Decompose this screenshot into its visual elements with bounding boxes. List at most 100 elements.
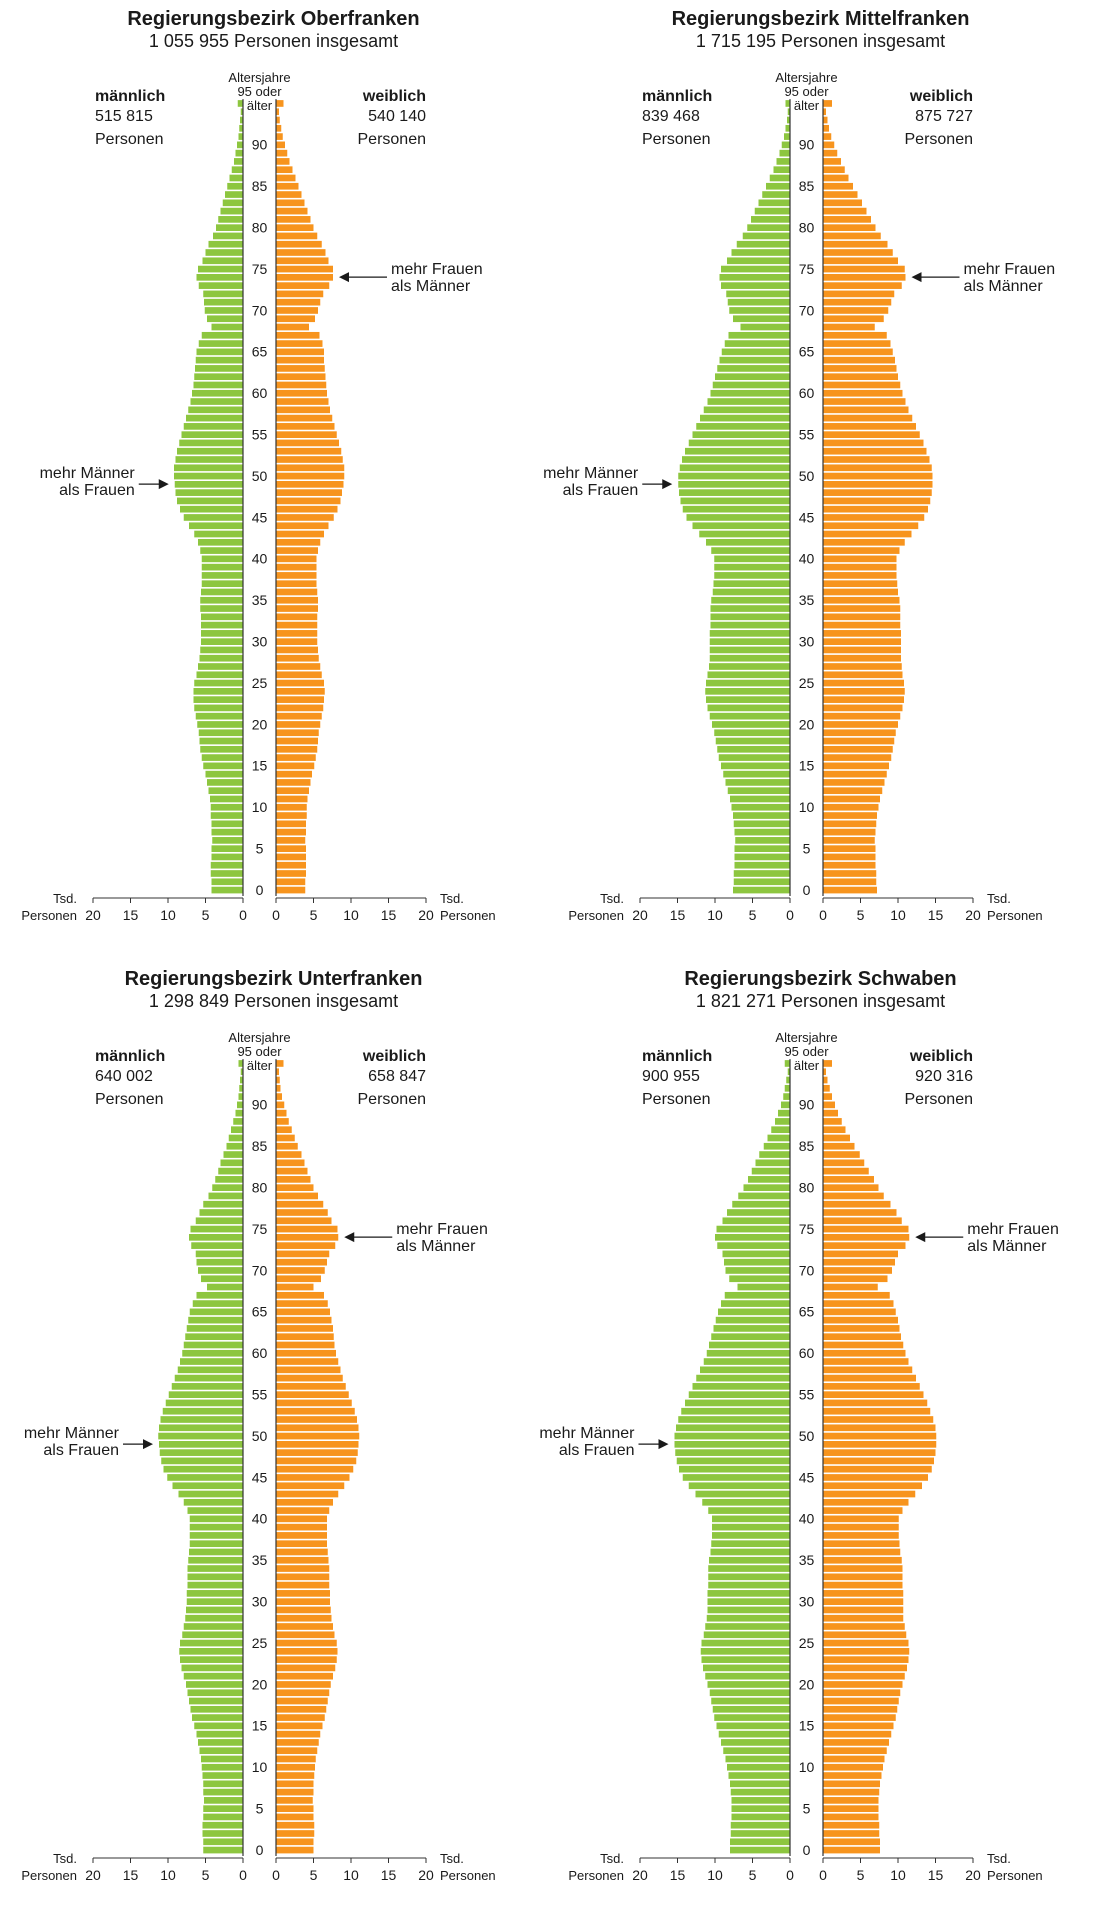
age-tick-label: 75 (252, 1221, 268, 1237)
female-bar-age-51 (823, 464, 932, 472)
age-tick-label: 30 (799, 1593, 815, 1609)
age-tick-label: 40 (252, 1511, 268, 1527)
male-bar-age-49 (674, 1441, 790, 1448)
annotation-more-women: als Männer (396, 1238, 476, 1255)
age-tick-label: 15 (252, 758, 268, 774)
male-bar-age-85 (763, 1142, 790, 1150)
male-bar-age-8 (733, 820, 790, 828)
age-tick-label: 55 (799, 1386, 815, 1402)
male-bar-age-93 (787, 116, 790, 124)
male-bar-age-20 (197, 721, 243, 728)
female-bar-age-89 (276, 149, 288, 157)
male-bar-age-82 (751, 1167, 790, 1175)
female-bar-age-9 (276, 1772, 315, 1779)
male-bar-age-28 (185, 1614, 243, 1622)
female-bar-age-18 (276, 737, 318, 745)
male-bar-age-66 (192, 1300, 243, 1307)
female-bar-age-43 (823, 1490, 916, 1498)
age-axis-title: Altersjahre (228, 70, 290, 85)
female-bar-age-84 (823, 191, 858, 198)
male-bar-age-19 (709, 1689, 790, 1697)
male-bar-age-1 (730, 1838, 790, 1846)
female-bar-age-18 (823, 737, 895, 745)
female-bar-age-70 (823, 307, 889, 314)
male-bar-age-79 (213, 232, 243, 240)
female-bar-age-19 (823, 1689, 901, 1697)
male-bar-age-73 (717, 1242, 790, 1249)
female-bar-age-50 (823, 472, 933, 480)
annotation-more-women: mehr Frauen (964, 261, 1056, 278)
age-tick-label: 45 (252, 509, 268, 525)
age-tick-label: 80 (799, 219, 815, 235)
male-x-tick-label: 15 (670, 907, 686, 923)
annotation-more-women: als Männer (391, 278, 471, 295)
male-bar-age-82 (754, 207, 790, 215)
male-bar-age-12 (199, 1747, 243, 1755)
male-bar-age-49 (174, 481, 243, 488)
annotation-more-women: mehr Frauen (391, 261, 483, 278)
female-bar-age-63 (823, 365, 897, 372)
female-bar-age-29 (823, 646, 901, 654)
female-bar-age-51 (276, 1424, 359, 1432)
female-x-tick-label: 15 (381, 1867, 397, 1883)
age-tick-label: 70 (252, 302, 268, 318)
female-bar-age-63 (276, 365, 325, 372)
male-bar-age-4 (734, 853, 790, 861)
female-bar-age-5 (276, 1805, 314, 1812)
female-bar-age-5 (276, 845, 306, 852)
female-bar-age-57 (276, 414, 333, 422)
female-bar-age-52 (823, 1416, 934, 1423)
male-bar-age-33 (710, 613, 790, 621)
age-tick-label: 20 (799, 1676, 815, 1692)
female-bar-age-38 (276, 572, 317, 579)
female-bar-age-8 (276, 1780, 314, 1788)
female-bar-age-83 (823, 199, 862, 207)
female-bar-age-19 (823, 729, 896, 737)
male-bar-age-12 (727, 787, 790, 795)
male-bar-age-61 (193, 381, 243, 389)
female-bar-age-71 (276, 1258, 327, 1266)
male-bar-age-39 (712, 1523, 790, 1531)
male-bar-age-31 (186, 1590, 243, 1597)
female-bar-age-27 (823, 663, 902, 670)
female-header: weiblich (362, 1048, 426, 1065)
male-bar-age-50 (678, 472, 790, 480)
male-bar-age-52 (682, 456, 790, 463)
female-bar-age-22 (276, 1664, 336, 1672)
female-bar-age-68 (823, 323, 875, 331)
female-bar-age-68 (276, 1283, 314, 1291)
female-x-tick-label: 20 (418, 1867, 434, 1883)
male-x-tick-label: 5 (749, 907, 757, 923)
female-bar-age-75 (823, 265, 905, 273)
male-bar-age-8 (203, 1780, 243, 1788)
age-tick-label: 10 (252, 1759, 268, 1775)
male-bar-age-58 (700, 1366, 790, 1374)
chart-title: Regierungsbezirk Mittelfranken (671, 8, 970, 30)
female-bar-age-90 (276, 141, 285, 149)
male-bar-age-64 (719, 356, 790, 364)
female-bar-age-36 (276, 1548, 328, 1556)
female-x-tick-label: 5 (857, 1867, 865, 1883)
female-x-tick-label: 0 (819, 907, 827, 923)
male-bar-age-66 (198, 340, 243, 347)
age-tick-label: 30 (252, 633, 268, 649)
male-bar-age-85 (227, 182, 243, 190)
female-bar-age-47 (276, 1457, 357, 1465)
male-bar-age-18 (199, 737, 243, 745)
female-bar-age-86 (276, 174, 296, 182)
male-bar-age-34 (710, 605, 790, 612)
male-bar-age-63 (186, 1325, 243, 1332)
age-tick-label: 50 (252, 1428, 268, 1444)
male-bar-age-47 (676, 1457, 790, 1465)
male-bar-age-54 (688, 439, 790, 447)
male-bar-age-81 (218, 216, 243, 223)
female-bar-age-40 (276, 555, 317, 563)
female-x-tick-label: 15 (381, 907, 397, 923)
male-persons-label: Personen (642, 131, 711, 148)
female-bar-age-62 (276, 1333, 334, 1341)
male-bar-age-38 (712, 1532, 790, 1539)
female-bar-age-64 (276, 356, 324, 364)
male-bar-age-13 (198, 1739, 243, 1746)
male-bar-age-20 (712, 721, 790, 728)
male-bar-age-64 (715, 1316, 790, 1324)
